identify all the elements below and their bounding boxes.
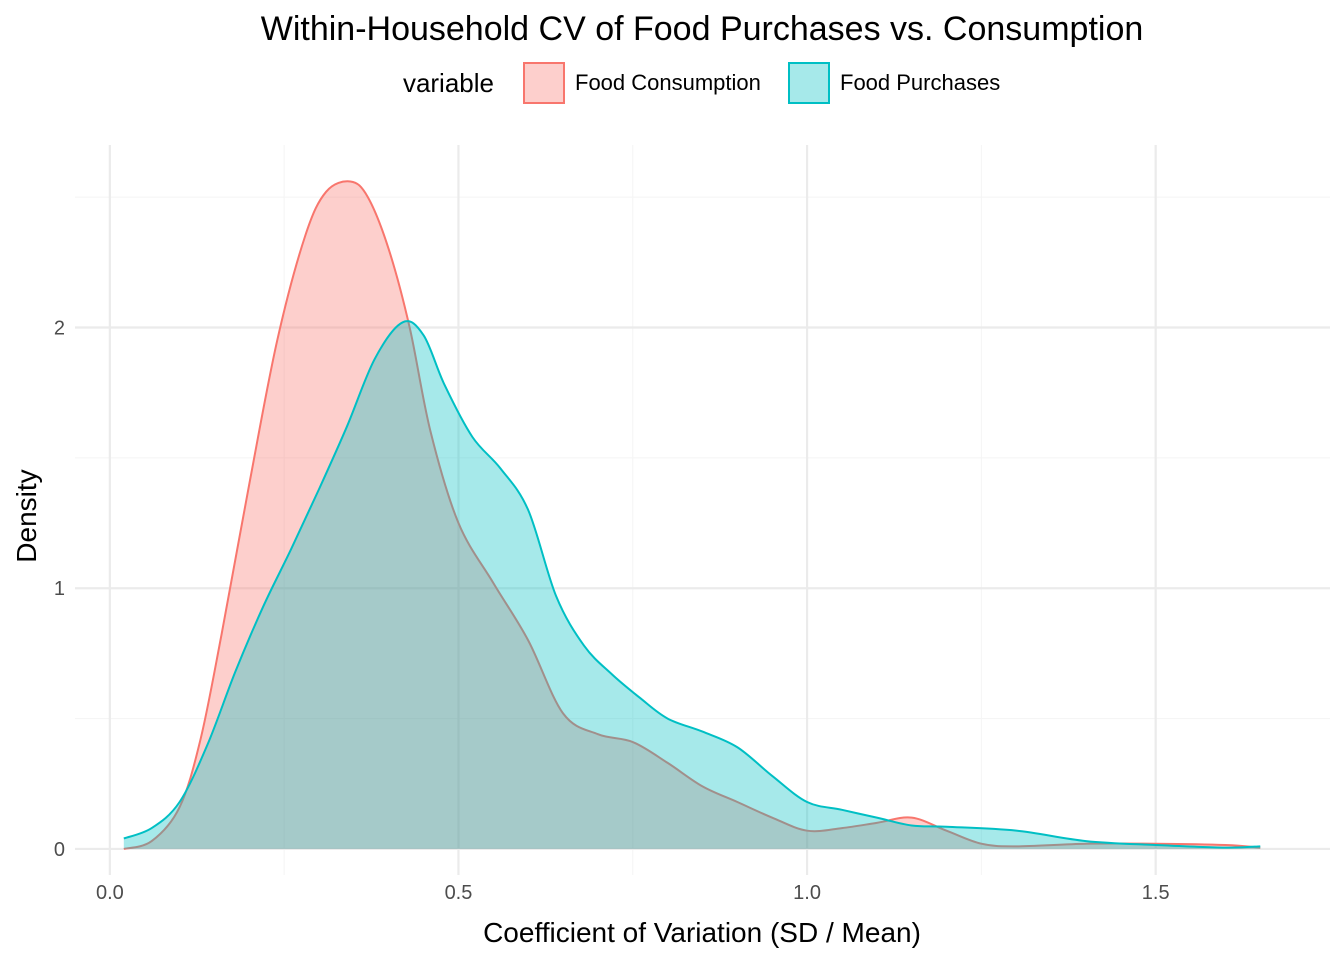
x-tick-label: 0.0 [96,882,124,904]
y-tick-label: 1 [54,578,65,600]
series-food-purchases [123,320,1261,849]
legend-label-food-purchases: Food Purchases [840,70,1000,95]
legend: variable Food Consumption Food Purchases [403,62,1000,104]
density-line-food-consumption [123,180,1261,850]
y-tick-label: 0 [54,839,65,861]
axis-ticks: 0.0 0.5 1.0 1.5 0 1 2 [54,318,1170,905]
legend-title: variable [403,68,494,98]
legend-key-food-consumption [523,62,565,104]
x-axis-title: Coefficient of Variation (SD / Mean) [483,917,921,948]
x-tick-label: 0.5 [445,882,473,904]
x-tick-label: 1.0 [793,882,821,904]
legend-label-food-consumption: Food Consumption [575,70,761,95]
y-tick-label: 2 [54,318,65,340]
legend-key-food-purchases [788,62,830,104]
series-food-consumption [123,180,1261,850]
density-series [123,180,1261,850]
grid-lines [75,145,1330,875]
density-line-food-purchases [123,320,1261,849]
y-axis-title: Density [11,469,42,562]
chart-title: Within-Household CV of Food Purchases vs… [261,10,1144,48]
x-tick-label: 1.5 [1142,882,1170,904]
density-area-food-consumption [123,181,1261,849]
density-area-food-purchases [123,321,1261,849]
